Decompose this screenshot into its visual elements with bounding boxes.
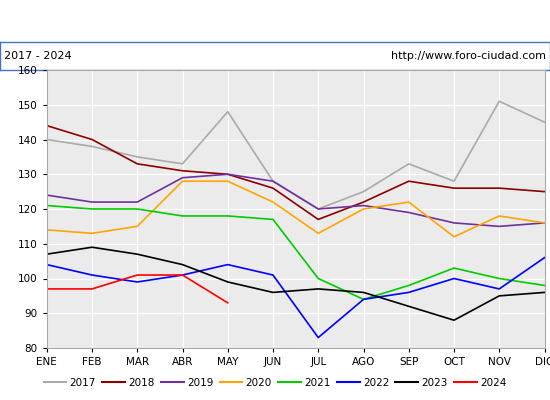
Text: 2017 - 2024: 2017 - 2024 — [4, 51, 72, 61]
Text: http://www.foro-ciudad.com: http://www.foro-ciudad.com — [390, 51, 546, 61]
Text: Evolucion del paro registrado en Mahora: Evolucion del paro registrado en Mahora — [107, 14, 443, 28]
Legend: 2017, 2018, 2019, 2020, 2021, 2022, 2023, 2024: 2017, 2018, 2019, 2020, 2021, 2022, 2023… — [40, 374, 510, 392]
